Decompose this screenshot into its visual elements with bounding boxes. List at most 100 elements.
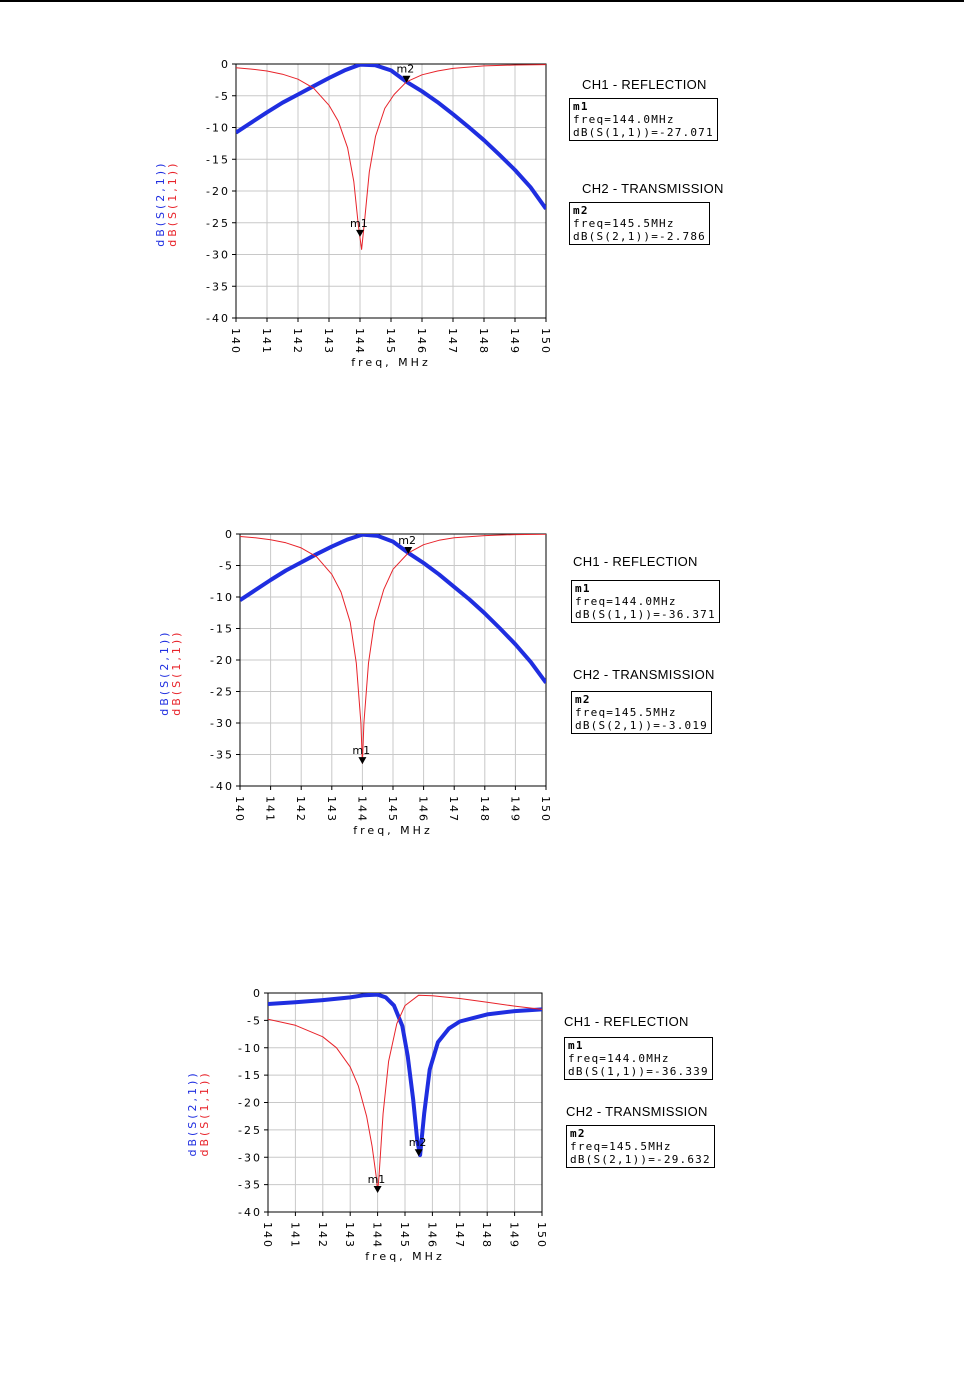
ch1-title: CH1 - REFLECTION [564, 1014, 689, 1029]
y-axis-label: dB(S(1,1)) [198, 1070, 211, 1156]
chart-svg-2: 0 -5 -10 -15 -20 -25 -30 -35 -40 140 141 142 143 144 1… [158, 528, 552, 837]
series-s11-line [240, 534, 546, 764]
marker-m2-box: m2 freq=145.5MHz dB(S(2,1))=-3.019 [571, 691, 712, 734]
x-tick-label: 148 [478, 796, 491, 823]
top-rule [0, 0, 964, 2]
x-tick-label: 149 [508, 328, 521, 355]
y-axis-label: dB(S(1,1)) [166, 161, 179, 247]
marker-name: m2 [570, 1127, 586, 1140]
x-tick-label: 145 [386, 796, 399, 823]
x-tick-label: 144 [353, 328, 366, 355]
y-tick-label: -10 [238, 1042, 262, 1055]
marker-name: m1 [573, 100, 589, 113]
y-tick-label: -15 [238, 1069, 262, 1082]
marker-name: m1 [575, 582, 591, 595]
x-tick-label: 150 [539, 328, 552, 355]
x-tick-label: 147 [447, 796, 460, 823]
y-axis-label: dB(S(2,1)) [186, 1070, 199, 1156]
x-tick-label: 142 [316, 1222, 329, 1249]
x-tick-label: 146 [415, 328, 428, 355]
x-axis-label: freq, MHz [351, 356, 430, 369]
x-tick-label: 140 [229, 328, 242, 355]
marker-value: dB(S(1,1))=-36.371 [575, 608, 716, 621]
x-tick-label: 147 [453, 1222, 466, 1249]
chart-panel-3: 0 -5 -10 -15 -20 -25 -30 -35 -40 140 141 142 143 144 1… [0, 975, 964, 1375]
marker-freq: freq=144.0MHz [573, 113, 675, 126]
marker-m2-box: m2 freq=145.5MHz dB(S(2,1))=-29.632 [566, 1125, 715, 1168]
x-tick-label: 142 [294, 796, 307, 823]
x-tick-label: 144 [355, 796, 368, 823]
y-tick-label: -35 [210, 749, 234, 762]
chart-svg-1: 0 -5 -10 -15 -20 -25 -30 -35 -40 140 141 142 143 144 1… [154, 58, 552, 369]
marker-freq: freq=144.0MHz [568, 1052, 670, 1065]
x-tick-label: 150 [539, 796, 552, 823]
marker-m1-box: m1 freq=144.0MHz dB(S(1,1))=-36.339 [564, 1037, 713, 1080]
y-axis-label: dB(S(1,1)) [170, 630, 183, 716]
x-tick-label: 145 [384, 328, 397, 355]
series-s11-line [236, 64, 546, 250]
marker-value: dB(S(2,1))=-29.632 [570, 1153, 711, 1166]
x-tick-label: 141 [288, 1222, 301, 1249]
x-tick-label: 141 [264, 796, 277, 823]
y-tick-label: -25 [210, 686, 234, 699]
marker-m1-box: m1 freq=144.0MHz dB(S(1,1))=-27.071 [569, 98, 718, 141]
y-tick-label: 0 [253, 987, 262, 1000]
ch2-title: CH2 - TRANSMISSION [573, 667, 715, 682]
y-tick-label: -30 [210, 717, 234, 730]
y-tick-label: -25 [206, 217, 230, 230]
x-tick-label: 149 [508, 796, 521, 823]
marker-m2-triangle [404, 547, 413, 555]
y-tick-label: -30 [238, 1151, 262, 1164]
ch2-title: CH2 - TRANSMISSION [566, 1104, 708, 1119]
marker-m2-label: m2 [409, 1136, 427, 1149]
y-tick-label: -20 [206, 185, 230, 198]
y-tick-label: -5 [215, 90, 230, 103]
series-s11-line [268, 994, 542, 1193]
marker-m1-label: m1 [352, 744, 370, 757]
chart-svg-3: 0 -5 -10 -15 -20 -25 -30 -35 -40 140 141 142 143 144 1… [186, 987, 548, 1263]
ch1-title: CH1 - REFLECTION [573, 554, 698, 569]
x-tick-label: 142 [291, 328, 304, 355]
x-axis-label: freq, MHz [353, 824, 432, 837]
marker-m1-triangle [373, 1185, 382, 1193]
x-tick-label: 140 [233, 796, 246, 823]
y-tick-label: -10 [210, 591, 234, 604]
y-tick-label: -5 [247, 1014, 262, 1027]
marker-m2-triangle [402, 75, 411, 83]
y-axis-label: dB(S(2,1)) [158, 630, 171, 716]
chart-panel-1: 0 -5 -10 -15 -20 -25 -30 -35 -40 140 141 142 143 144 1… [0, 40, 964, 440]
y-tick-label: -15 [206, 153, 230, 166]
chart-panel-2: 0 -5 -10 -15 -20 -25 -30 -35 -40 140 141 142 143 144 1… [0, 510, 964, 910]
y-tick-label: -25 [238, 1124, 262, 1137]
series-s21-line [236, 64, 546, 210]
y-tick-label: -20 [238, 1097, 262, 1110]
y-tick-label: -5 [219, 560, 234, 573]
x-tick-label: 141 [260, 328, 273, 355]
x-tick-label: 147 [446, 328, 459, 355]
marker-value: dB(S(2,1))=-3.019 [575, 719, 708, 732]
x-tick-label: 140 [261, 1222, 274, 1249]
marker-value: dB(S(1,1))=-27.071 [573, 126, 714, 139]
y-axis-label: dB(S(2,1)) [154, 161, 167, 247]
marker-m1-label: m1 [350, 217, 368, 230]
marker-name: m2 [573, 204, 589, 217]
y-tick-label: -35 [206, 280, 230, 293]
x-tick-label: 143 [322, 328, 335, 355]
x-tick-label: 143 [343, 1222, 356, 1249]
x-tick-label: 145 [398, 1222, 411, 1249]
y-tick-label: 0 [221, 58, 230, 71]
marker-name: m2 [575, 693, 591, 706]
marker-freq: freq=145.5MHz [575, 706, 677, 719]
marker-m2-box: m2 freq=145.5MHz dB(S(2,1))=-2.786 [569, 202, 710, 245]
ch1-title: CH1 - REFLECTION [582, 77, 707, 92]
marker-m1-box: m1 freq=144.0MHz dB(S(1,1))=-36.371 [571, 580, 720, 623]
x-tick-label: 149 [508, 1222, 521, 1249]
x-tick-label: 143 [325, 796, 338, 823]
x-tick-label: 146 [417, 796, 430, 823]
marker-value: dB(S(1,1))=-36.339 [568, 1065, 709, 1078]
x-tick-label: 150 [535, 1222, 548, 1249]
y-tick-label: -40 [210, 780, 234, 793]
y-tick-label: -10 [206, 122, 230, 135]
y-tick-label: -20 [210, 654, 234, 667]
series-s21-line [268, 993, 542, 1158]
